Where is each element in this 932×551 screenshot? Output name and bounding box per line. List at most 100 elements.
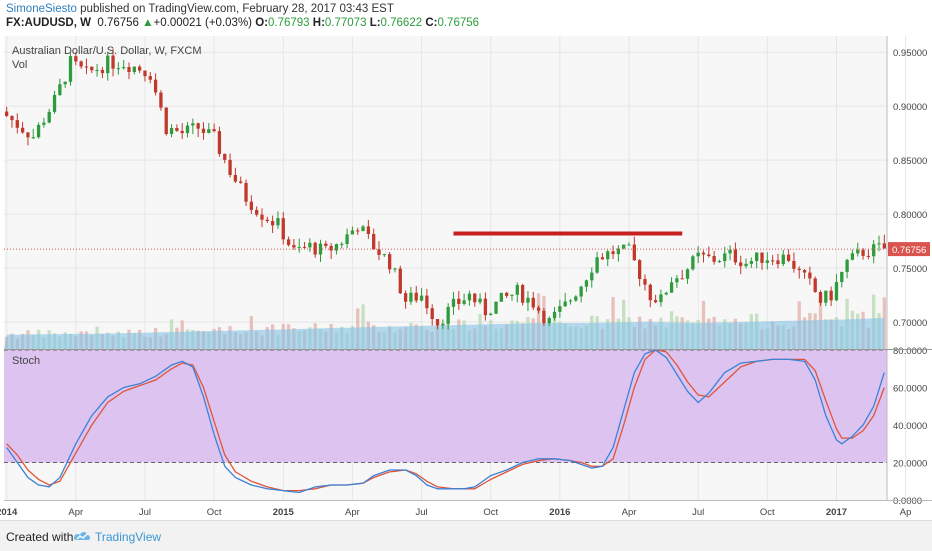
candle-body (5, 111, 9, 117)
candle-body (733, 249, 738, 263)
volume-bar (361, 304, 365, 349)
time-tick-label: 2017 (826, 507, 847, 518)
candle-body (786, 254, 791, 261)
candle-body (143, 70, 147, 77)
candle-body (419, 295, 424, 301)
candle-body (611, 251, 615, 255)
candle-body (797, 268, 801, 271)
candle-body (781, 254, 785, 265)
candle-body (387, 254, 392, 270)
candle-body (435, 319, 440, 326)
candle-body (675, 278, 679, 283)
candle-body (616, 248, 621, 255)
candle-body (515, 285, 519, 295)
candle-body (90, 66, 94, 71)
candle-body (329, 245, 333, 251)
candle-body (233, 174, 238, 182)
candle-body (361, 226, 365, 232)
candle-body (526, 297, 530, 303)
candle-body (856, 249, 860, 254)
price-chart[interactable]: 0.70000 0.75000 0.80000 0.85000 0.90000 0.950… (0, 36, 932, 520)
candle-body (590, 272, 594, 281)
candle-body (223, 153, 227, 160)
open-value: 0.76793 (267, 17, 310, 29)
candle-body (701, 252, 706, 255)
candle-body (111, 55, 115, 69)
time-tick-label: Jul (139, 507, 151, 518)
candle-body (441, 323, 445, 326)
candle-body (292, 245, 296, 248)
candle-body (286, 239, 291, 246)
candle-body (680, 278, 684, 280)
candle-body (877, 243, 881, 245)
high-value: 0.77073 (324, 17, 367, 29)
candle-body (552, 311, 557, 319)
candle-body (249, 201, 253, 210)
candle-body (302, 246, 307, 248)
candle-body (377, 249, 381, 255)
candle-body (739, 262, 743, 267)
candle-body (760, 252, 764, 263)
candle-body (95, 69, 99, 71)
candle-body (653, 300, 658, 303)
candle-body (318, 243, 323, 255)
candle-body (542, 310, 546, 324)
candle-body (366, 226, 371, 235)
time-tick-label: Jul (692, 507, 704, 518)
candle-body (212, 129, 216, 132)
time-tick-label: Apr (68, 507, 83, 518)
candle-body (659, 294, 663, 303)
candle-body (872, 244, 876, 257)
candle-body (191, 123, 195, 126)
candle-body (68, 56, 73, 82)
volume-bar (536, 293, 541, 349)
stoch-band (4, 350, 887, 463)
candle-body (164, 107, 168, 135)
candle-body (728, 249, 732, 254)
candle-body (467, 293, 472, 301)
candle-body (707, 254, 711, 257)
volume-ma-area (4, 317, 885, 349)
candle-body (861, 249, 865, 256)
stoch-tick-label: 20.0000 (893, 459, 927, 470)
candle-body (489, 313, 493, 316)
candle-body (403, 293, 408, 302)
time-tick-label: Oct (207, 507, 222, 518)
candle-body (813, 278, 817, 293)
candle-body (622, 244, 626, 249)
candle-body (255, 209, 259, 215)
candle-body (664, 292, 668, 295)
candle-body (632, 244, 636, 261)
candle-body (505, 292, 509, 296)
candle-body (36, 124, 41, 138)
candle-body (462, 300, 466, 304)
candle-body (313, 242, 317, 255)
candle-body (776, 260, 780, 265)
candle-body (627, 244, 631, 246)
candle-body (409, 292, 413, 302)
time-tick-label: Apr (345, 507, 360, 518)
candle-body (866, 255, 871, 257)
current-price-label: 0.76756 (892, 245, 926, 256)
candle-body (430, 308, 434, 320)
candle-body (446, 306, 450, 324)
candle-body (20, 127, 25, 133)
time-tick-label: Ap (900, 507, 912, 518)
volume-bar (882, 297, 886, 349)
candle-body (345, 234, 349, 244)
time-tick-label: 2016 (549, 507, 570, 518)
candle-body (175, 128, 179, 131)
candle-body (31, 137, 35, 139)
candle-body (483, 298, 488, 316)
candle-body (478, 298, 482, 303)
author-link[interactable]: SimoneSiesto (6, 3, 77, 15)
close-label: C: (425, 17, 438, 29)
open-label: O: (255, 17, 268, 29)
tradingview-link[interactable]: TradingView (95, 530, 162, 544)
candle-body (297, 246, 301, 248)
price-tick-label: 0.70000 (893, 318, 927, 329)
candle-body (350, 230, 355, 235)
candle-body (691, 256, 695, 270)
low-label: L: (369, 17, 381, 29)
candle-body (122, 67, 126, 69)
